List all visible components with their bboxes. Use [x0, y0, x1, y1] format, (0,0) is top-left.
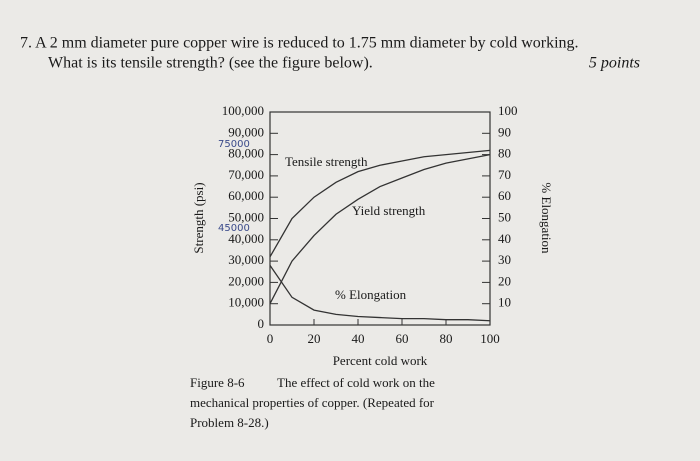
y2-tick-label: 70 [498, 167, 511, 182]
question-line: 7. A 2 mm diameter pure copper wire is r… [20, 35, 579, 52]
y-tick-label: 90,000 [228, 124, 264, 139]
caption-line: The effect of cold work on the [277, 375, 435, 390]
series-line [269, 153, 491, 304]
y2-tick-label: 80 [498, 146, 511, 161]
y-tick-label: 50,000 [228, 209, 264, 224]
y2-tick-label: 100 [498, 103, 518, 118]
y2-tick-label: 90 [498, 124, 511, 139]
y-tick-label: 80,000 [228, 146, 264, 161]
y-tick-label: 60,000 [228, 188, 264, 203]
annotation: 45000 [218, 223, 250, 234]
y2-tick-label: 20 [498, 273, 511, 288]
x-tick-label: 20 [308, 331, 321, 346]
y2-tick-label: 60 [498, 188, 511, 203]
y-tick-label: 40,000 [228, 231, 264, 246]
x-tick-label: 40 [352, 331, 365, 346]
y-tick-label: 10,000 [228, 295, 264, 310]
y2-axis-label: % Elongation [539, 182, 554, 254]
points: 5 points [589, 55, 640, 72]
y-tick-label: 20,000 [228, 273, 264, 288]
y-tick-label: 70,000 [228, 167, 264, 182]
figure-label: Figure 8-6 [190, 375, 245, 390]
y-tick-label: 30,000 [228, 252, 264, 267]
y2-tick-label: 10 [498, 295, 511, 310]
x-tick-label: 60 [396, 331, 409, 346]
series-label: Yield strength [352, 203, 426, 218]
x-tick-label: 80 [440, 331, 453, 346]
y-axis-label: Strength (psi) [191, 182, 206, 253]
series-label: Tensile strength [285, 154, 368, 169]
y-tick-label: 100,000 [222, 103, 264, 118]
series-line [269, 149, 491, 258]
annotation: 75000 [218, 139, 250, 150]
series-label: % Elongation [335, 287, 407, 302]
caption-line: Problem 8-28.) [190, 415, 269, 430]
x-tick-label: 100 [480, 331, 500, 346]
y2-tick-label: 30 [498, 252, 511, 267]
series-line [269, 264, 491, 322]
y2-tick-label: 40 [498, 231, 511, 246]
x-axis-label: Percent cold work [333, 353, 428, 368]
y-tick-label: 0 [258, 316, 265, 331]
question-line: What is its tensile strength? (see the f… [48, 55, 373, 72]
caption-line: mechanical properties of copper. (Repeat… [190, 395, 435, 410]
x-tick-label: 0 [267, 331, 274, 346]
y2-tick-label: 50 [498, 209, 511, 224]
